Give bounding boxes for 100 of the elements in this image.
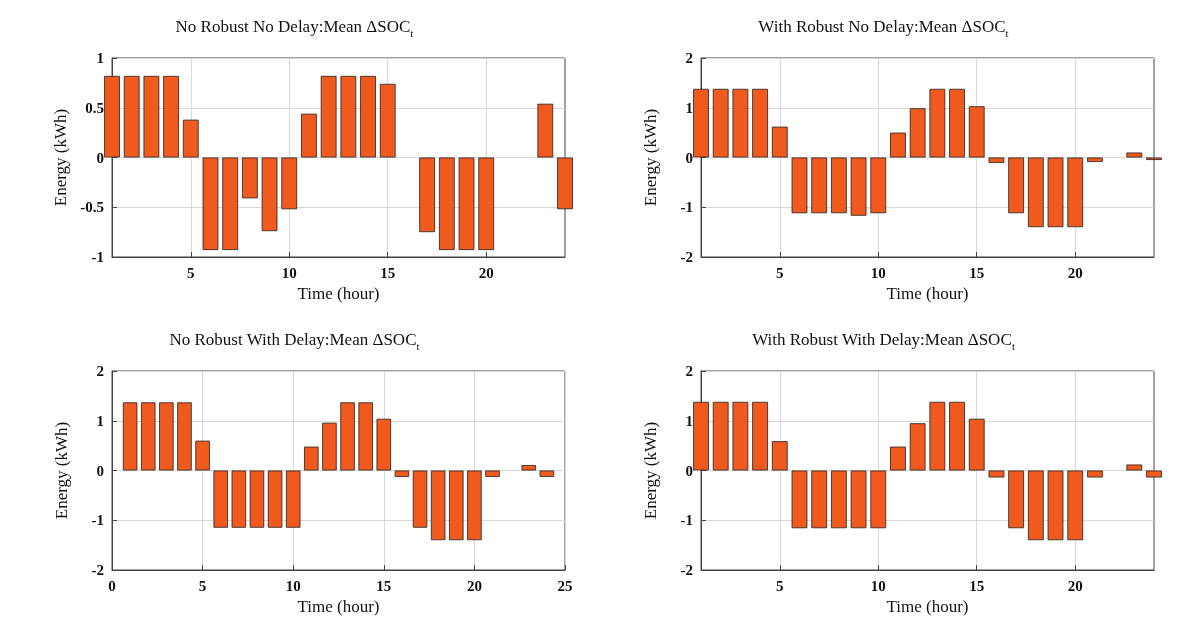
x-tick-label: 5 [776, 264, 784, 281]
bar [261, 157, 278, 232]
y-tick-label: -1 [91, 512, 104, 529]
bar [195, 440, 210, 471]
y-tick-label: 2 [96, 363, 104, 379]
y-tick-label: -1 [680, 199, 693, 216]
bar [376, 418, 392, 471]
bar [159, 402, 174, 471]
bar [281, 157, 298, 210]
bar [249, 470, 265, 528]
bar [968, 106, 985, 158]
bar [988, 157, 1005, 163]
bar [890, 446, 906, 471]
bar [1027, 157, 1044, 228]
bar [1008, 157, 1025, 214]
bar [909, 108, 926, 158]
x-tick-label: 20 [1067, 577, 1083, 594]
bar [419, 157, 436, 233]
x-axis-title: Time (hour) [297, 597, 380, 616]
bar [438, 157, 455, 251]
x-tick-label: 5 [187, 264, 195, 281]
x-tick-label: 15 [969, 577, 985, 594]
bar [1087, 470, 1103, 478]
bar [231, 470, 247, 528]
x-tick-label: 15 [376, 577, 392, 594]
bar [539, 470, 555, 477]
bar [811, 157, 828, 214]
bar [304, 446, 319, 471]
bar [830, 157, 847, 214]
bar [358, 402, 373, 471]
y-axis-title: Energy (kWh) [641, 421, 660, 520]
bar [712, 88, 729, 158]
bar [202, 157, 219, 251]
bar [1047, 157, 1064, 228]
bar [537, 103, 554, 158]
bar [830, 470, 847, 529]
bar [732, 88, 749, 158]
bar [222, 157, 239, 251]
bar [968, 418, 985, 471]
bar [791, 470, 808, 529]
bar [379, 83, 396, 158]
x-tick-label: 0 [108, 577, 116, 594]
bar [340, 75, 357, 158]
bar [1087, 157, 1103, 162]
bar [241, 157, 258, 199]
bar [890, 132, 906, 158]
bar [267, 470, 283, 528]
bar [752, 401, 768, 471]
bar [458, 157, 475, 251]
bar [412, 470, 428, 528]
x-axis-title: Time (hour) [297, 284, 380, 303]
bar [693, 401, 709, 471]
bar [394, 470, 410, 477]
bar [301, 113, 317, 158]
bar [949, 401, 965, 471]
bar [467, 470, 482, 541]
y-tick-label: 0 [96, 462, 104, 479]
y-axis-title: Energy (kWh) [52, 421, 71, 520]
bar [104, 75, 120, 158]
y-tick-label: -1 [680, 512, 693, 529]
bar [521, 465, 537, 471]
bar [929, 401, 946, 471]
y-tick-label: 2 [685, 50, 693, 66]
bar [791, 157, 808, 214]
bar [485, 470, 500, 477]
x-axis-title: Time (hour) [886, 597, 969, 616]
bar [430, 470, 446, 541]
y-tick-label: 0 [685, 149, 693, 166]
y-tick-label: -0.5 [80, 199, 104, 216]
bar [123, 75, 140, 158]
bar [320, 75, 337, 158]
bar [732, 401, 749, 471]
y-tick-label: -2 [680, 249, 693, 265]
y-tick-label: 0 [685, 462, 693, 479]
bar [122, 402, 138, 471]
bar [163, 75, 179, 158]
bar [909, 423, 926, 471]
x-axis-title: Time (hour) [886, 284, 969, 303]
bar [1027, 470, 1044, 541]
x-tick-label: 25 [557, 577, 573, 594]
x-tick-label: 20 [466, 577, 482, 594]
bar [340, 402, 355, 471]
bar [870, 470, 887, 529]
y-tick-label: -1 [91, 249, 104, 265]
y-tick-label: -2 [680, 562, 693, 578]
bar [1146, 470, 1162, 478]
bar [771, 441, 788, 471]
bar [1067, 157, 1084, 228]
bar [360, 75, 376, 158]
bar [1008, 470, 1025, 529]
bar [752, 88, 768, 158]
bar [811, 470, 828, 529]
x-tick-label: 5 [198, 577, 207, 594]
bar [140, 402, 156, 471]
x-tick-label: 15 [969, 264, 985, 281]
bar [988, 470, 1005, 478]
y-tick-label: -2 [91, 562, 104, 578]
x-tick-label: 10 [870, 264, 886, 281]
x-tick-label: 20 [1067, 264, 1083, 281]
x-tick-label: 20 [478, 264, 494, 281]
